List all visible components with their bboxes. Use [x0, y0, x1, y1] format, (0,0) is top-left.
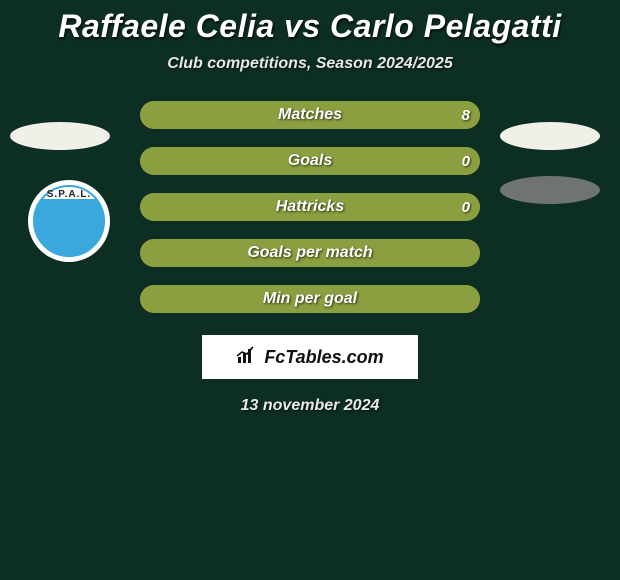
page-title: Raffaele Celia vs Carlo Pelagatti — [0, 8, 620, 45]
spal-icon: S.P.A.L. — [33, 185, 105, 257]
stat-label: Goals — [140, 147, 480, 175]
page-subtitle: Club competitions, Season 2024/2025 — [0, 55, 620, 73]
stat-row-matches: Matches 8 — [140, 101, 480, 129]
side-badge-mid-right — [500, 176, 600, 204]
stat-row-goals: Goals 0 — [140, 147, 480, 175]
side-badge-top-left — [10, 122, 110, 150]
stat-label: Hattricks — [140, 193, 480, 221]
stat-row-goals-per-match: Goals per match — [140, 239, 480, 267]
stat-right-value: 0 — [462, 193, 470, 221]
stat-label: Min per goal — [140, 285, 480, 313]
watermark: FcTables.com — [202, 335, 418, 379]
club-badge-spal: S.P.A.L. — [28, 180, 110, 262]
spal-badge-text: S.P.A.L. — [35, 189, 103, 200]
side-badge-top-right — [500, 122, 600, 150]
stat-right-value: 0 — [462, 147, 470, 175]
stat-right-value: 8 — [462, 101, 470, 129]
fctables-chart-icon — [236, 345, 258, 370]
stat-row-min-per-goal: Min per goal — [140, 285, 480, 313]
stat-label: Matches — [140, 101, 480, 129]
date-text: 13 november 2024 — [0, 397, 620, 415]
stat-row-hattricks: Hattricks 0 — [140, 193, 480, 221]
stat-label: Goals per match — [140, 239, 480, 267]
watermark-text: FcTables.com — [264, 347, 383, 368]
